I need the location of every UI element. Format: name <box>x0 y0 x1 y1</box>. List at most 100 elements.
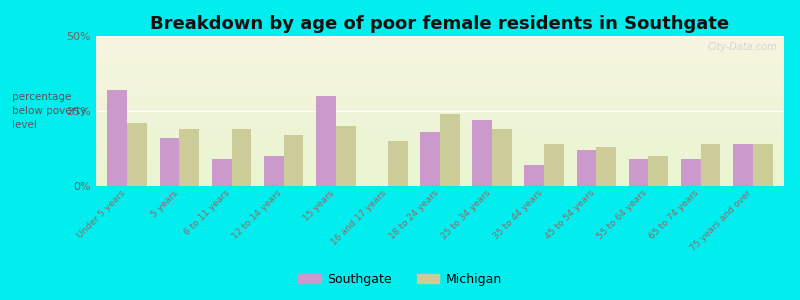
Bar <box>96 112 784 114</box>
Bar <box>96 57 784 58</box>
Bar <box>96 138 784 140</box>
Bar <box>96 129 784 130</box>
Bar <box>96 152 784 153</box>
Text: City-Data.com: City-Data.com <box>707 42 777 52</box>
Title: Breakdown by age of poor female residents in Southgate: Breakdown by age of poor female resident… <box>150 15 730 33</box>
Bar <box>107 90 127 186</box>
Bar <box>96 169 784 171</box>
Bar <box>96 74 784 75</box>
Bar <box>96 128 784 129</box>
Bar <box>96 182 784 183</box>
Bar <box>96 84 784 86</box>
Bar <box>96 70 784 72</box>
Bar <box>96 52 784 54</box>
Bar <box>96 50 784 51</box>
Bar <box>96 108 784 110</box>
Bar <box>96 61 784 63</box>
Bar <box>284 135 303 186</box>
Bar <box>96 178 784 180</box>
Bar <box>96 168 784 170</box>
Bar <box>96 153 784 154</box>
Bar <box>96 183 784 184</box>
Bar <box>96 81 784 82</box>
Bar <box>212 159 231 186</box>
Bar <box>577 150 596 186</box>
Bar <box>681 159 701 186</box>
Bar <box>96 58 784 60</box>
Bar <box>96 167 784 168</box>
Bar <box>96 36 784 38</box>
Bar <box>492 129 512 186</box>
Bar <box>96 136 784 138</box>
Bar <box>96 164 784 165</box>
Bar <box>96 174 784 176</box>
Bar <box>159 138 179 186</box>
Bar <box>96 106 784 108</box>
Bar <box>629 159 649 186</box>
Bar <box>649 156 668 186</box>
Bar <box>96 46 784 48</box>
Bar <box>96 147 784 148</box>
Bar <box>96 156 784 158</box>
Bar <box>96 135 784 136</box>
Bar <box>96 40 784 42</box>
Bar <box>336 126 355 186</box>
Bar <box>701 144 721 186</box>
Bar <box>96 64 784 66</box>
Legend: Southgate, Michigan: Southgate, Michigan <box>294 268 506 291</box>
Bar <box>544 144 564 186</box>
Bar <box>264 156 284 186</box>
Bar <box>96 78 784 80</box>
Bar <box>96 96 784 98</box>
Bar <box>96 160 784 162</box>
Text: percentage
below poverty
level: percentage below poverty level <box>12 92 86 130</box>
Bar <box>753 144 773 186</box>
Bar <box>96 154 784 156</box>
Bar <box>96 100 784 102</box>
Bar <box>96 85 784 87</box>
Bar <box>96 134 784 135</box>
Bar <box>96 80 784 81</box>
Bar <box>96 132 784 134</box>
Bar <box>96 120 784 122</box>
Bar <box>179 129 199 186</box>
Bar <box>96 39 784 40</box>
Bar <box>96 110 784 111</box>
Bar <box>127 123 147 186</box>
Bar <box>96 159 784 160</box>
Bar <box>96 48 784 50</box>
Bar <box>96 146 784 147</box>
Bar <box>96 140 784 141</box>
Bar <box>96 94 784 96</box>
Bar <box>96 51 784 52</box>
Bar <box>96 123 784 124</box>
Bar <box>440 114 460 186</box>
Bar <box>96 102 784 104</box>
Bar <box>96 98 784 99</box>
Bar <box>96 93 784 94</box>
Bar <box>96 158 784 159</box>
Bar <box>96 54 784 56</box>
Bar <box>96 162 784 164</box>
Bar <box>96 105 784 106</box>
Bar <box>231 129 251 186</box>
Bar <box>96 144 784 146</box>
Bar <box>96 66 784 68</box>
Bar <box>472 120 492 186</box>
Bar <box>388 141 408 186</box>
Bar <box>96 111 784 112</box>
Bar <box>96 87 784 88</box>
Bar <box>96 180 784 182</box>
Bar <box>96 45 784 46</box>
Bar <box>96 184 784 186</box>
Bar <box>96 99 784 100</box>
Bar <box>96 92 784 93</box>
Bar <box>96 177 784 178</box>
Bar <box>96 176 784 177</box>
Bar <box>96 44 784 45</box>
Bar <box>96 38 784 39</box>
Bar <box>96 124 784 126</box>
Bar <box>316 96 336 186</box>
Bar <box>96 165 784 166</box>
Bar <box>96 150 784 152</box>
